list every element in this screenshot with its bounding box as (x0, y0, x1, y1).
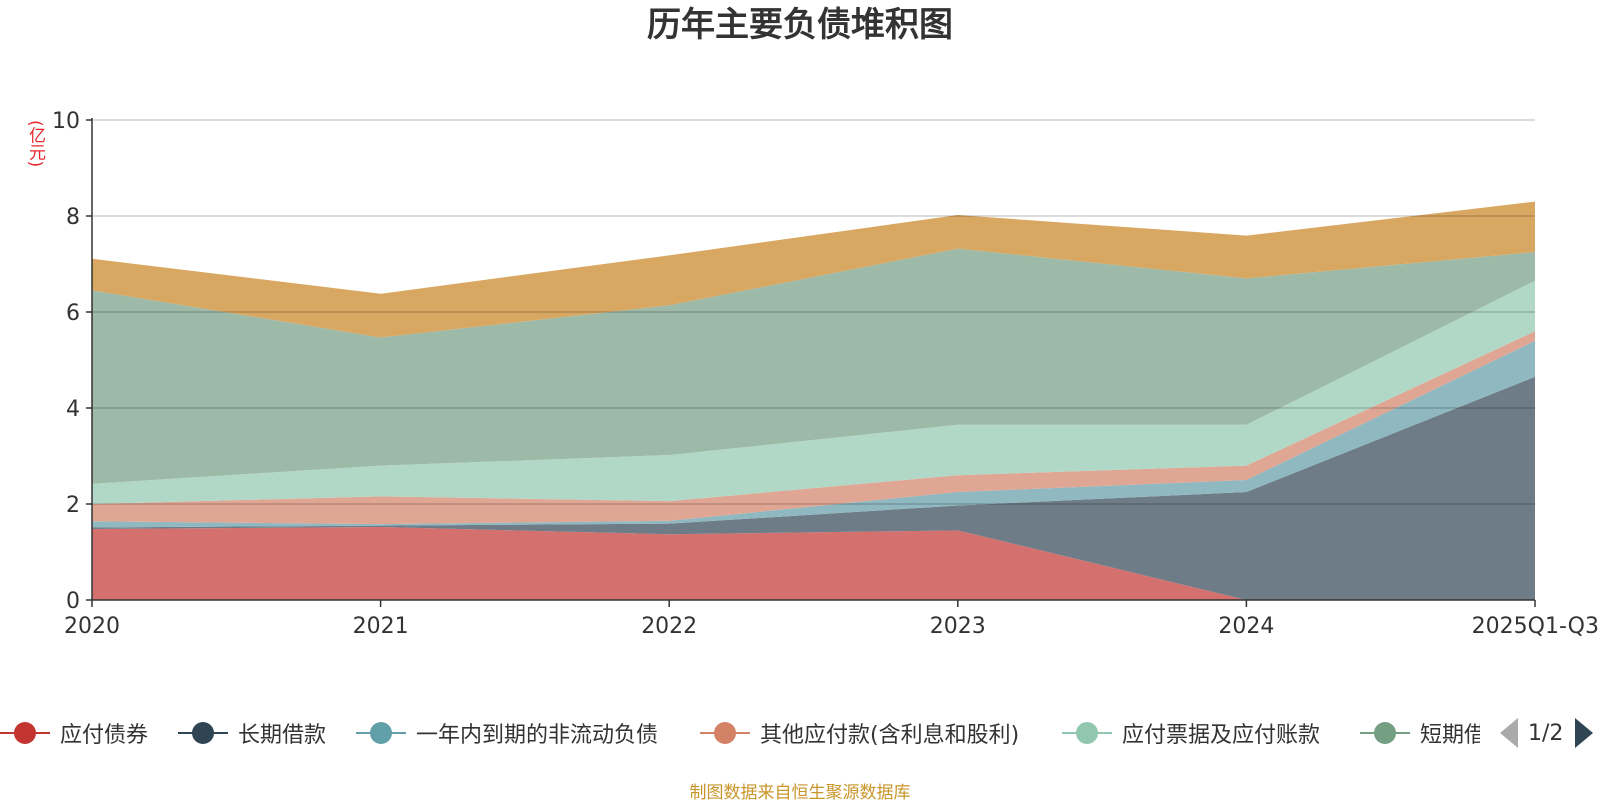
area-series-1 (92, 376, 1535, 600)
legend-item-1[interactable]: 长期借款 (178, 713, 326, 753)
legend-item-label: 应付债券 (60, 723, 149, 748)
legend-item-2[interactable]: 一年内到期的非流动负债 (356, 713, 658, 753)
legend-item-5[interactable]: 短期借 (1360, 713, 1480, 753)
x-tick-label-4: 2024 (1218, 614, 1274, 639)
legend-item-label: 长期借款 (238, 723, 327, 748)
legend-marker-icon (178, 718, 228, 748)
x-tick-label-0: 2020 (64, 614, 120, 639)
legend-item-4[interactable]: 应付票据及应付账款 (1062, 713, 1320, 753)
stacked-area-chart: 0 2 4 6 8 10 2020 2021 2022 2023 2024 2025Q1-Q3 (52, 109, 1599, 639)
legend-item-3[interactable]: 其他应付款(含利息和股利) (700, 713, 1019, 753)
x-tick-label-1: 2021 (353, 614, 409, 639)
legend-prev-page-icon[interactable] (1500, 718, 1518, 748)
y-tick-label-2: 4 (66, 397, 80, 422)
legend: 应付债券 长期借款 一年内到期的非流动负债 其他应付款(含利息和股利) 应付票据及应付账… (0, 713, 1600, 753)
legend-pager: 1/2 (1500, 713, 1594, 753)
legend-item-label: 应付票据及应付账款 (1122, 723, 1321, 748)
legend-item-label: 其他应付款(含利息和股利) (760, 723, 1020, 748)
y-tick-label-4: 8 (66, 205, 80, 230)
legend-item-label: 短期借 (1420, 723, 1480, 748)
legend-items: 应付债券 长期借款 一年内到期的非流动负债 其他应付款(含利息和股利) 应付票据及应付账… (0, 713, 1480, 753)
legend-item-label: 一年内到期的非流动负债 (416, 723, 659, 748)
y-tick-label-0: 0 (66, 589, 80, 614)
x-tick-label-3: 2023 (930, 614, 986, 639)
area-series-0 (92, 527, 1535, 600)
legend-next-page-icon[interactable] (1575, 718, 1594, 748)
legend-marker-icon (700, 718, 750, 748)
legend-marker-icon (1062, 718, 1112, 748)
area-series-5 (92, 248, 1535, 484)
legend-marker-icon (1360, 718, 1410, 748)
chart-title: 历年主要负债堆积图 (647, 5, 953, 45)
legend-item-0[interactable]: 应付债券 (0, 713, 148, 753)
x-tick-label-5: 2025Q1-Q3 (1472, 614, 1599, 639)
y-tick-label-1: 2 (66, 493, 80, 518)
legend-page-indicator: 1/2 (1528, 720, 1564, 746)
area-series-4 (92, 280, 1535, 504)
y-axis-unit-label: (亿元) (25, 120, 45, 168)
legend-marker-icon (356, 718, 406, 748)
area-series-3 (92, 331, 1535, 525)
x-tick-label-2: 2022 (641, 614, 697, 639)
legend-marker-icon (0, 718, 50, 748)
area-series-6 (92, 201, 1535, 338)
y-tick-label-5: 10 (52, 109, 80, 134)
y-tick-label-3: 6 (66, 301, 80, 326)
source-note: 制图数据来自恒生聚源数据库 (689, 783, 911, 803)
